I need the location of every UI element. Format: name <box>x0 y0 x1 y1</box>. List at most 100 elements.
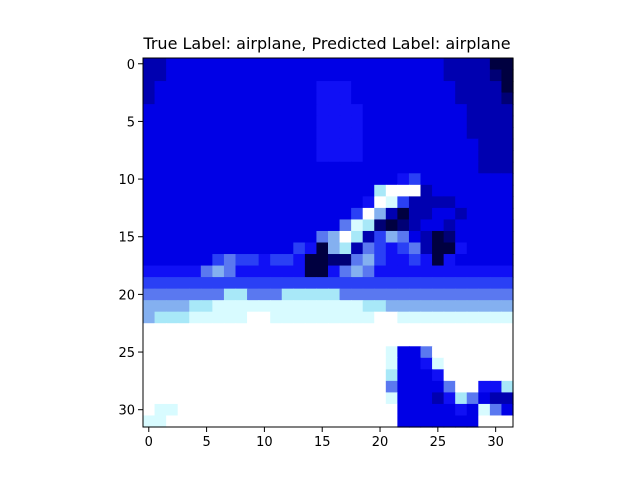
pixel-cell <box>432 161 445 174</box>
pixel-cell <box>466 392 479 405</box>
pixel-cell <box>293 380 306 394</box>
pixel-cell <box>408 58 422 71</box>
pixel-cell <box>270 403 283 417</box>
pixel-cell <box>258 265 271 278</box>
pixel-cell <box>455 288 468 301</box>
pixel-cell <box>304 150 318 163</box>
pixel-cell <box>304 184 318 197</box>
pixel-cell <box>166 392 179 405</box>
pixel-cell <box>304 323 318 336</box>
pixel-cell <box>212 380 225 394</box>
pixel-cell <box>293 242 306 255</box>
pixel-cell <box>258 207 271 221</box>
pixel-cell <box>212 196 225 209</box>
pixel-cell <box>432 92 445 105</box>
pixel-cell <box>351 369 364 382</box>
pixel-cell <box>408 104 422 117</box>
pixel-cell <box>258 311 271 324</box>
pixel-cell <box>235 81 248 94</box>
pixel-cell <box>154 242 167 255</box>
pixel-cell <box>200 207 213 221</box>
pixel-cell <box>270 346 283 359</box>
pixel-cell <box>143 254 156 267</box>
pixel-cell <box>478 161 491 174</box>
pixel-cell <box>247 161 260 174</box>
pixel-cell <box>316 265 329 278</box>
pixel-cell <box>455 150 468 163</box>
pixel-cell <box>466 230 479 244</box>
pixel-cell <box>408 69 422 82</box>
pixel-cell <box>362 265 375 278</box>
pixel-cell <box>166 242 179 255</box>
pixel-cell <box>443 346 456 359</box>
pixel-cell <box>189 138 202 151</box>
pixel-cell <box>235 184 248 197</box>
pixel-cell <box>247 69 260 82</box>
pixel-cell <box>189 403 202 417</box>
pixel-cell <box>247 277 260 290</box>
pixel-cell <box>200 380 213 394</box>
pixel-cell <box>501 219 514 232</box>
pixel-cell <box>328 81 341 94</box>
pixel-cell <box>385 380 398 394</box>
pixel-cell <box>212 58 225 71</box>
pixel-cell <box>408 184 422 197</box>
pixel-cell <box>408 265 422 278</box>
pixel-cell <box>374 357 387 370</box>
pixel-cell <box>385 92 398 105</box>
pixel-cell <box>200 58 213 71</box>
pixel-cell <box>270 288 283 301</box>
pixel-cell <box>258 392 271 405</box>
pixel-cell <box>351 300 364 313</box>
pixel-cell <box>247 138 260 151</box>
pixel-cell <box>397 58 410 71</box>
pixel-cell <box>374 92 387 105</box>
x-tick-label: 15 <box>314 435 331 450</box>
pixel-cell <box>189 207 202 221</box>
pixel-cell <box>351 288 364 301</box>
pixel-cell <box>247 58 260 71</box>
pixel-cell <box>339 58 352 71</box>
pixel-cell <box>408 127 422 140</box>
pixel-cell <box>281 288 294 301</box>
pixel-cell <box>293 265 306 278</box>
pixel-cell <box>455 380 468 394</box>
pixel-cell <box>478 219 491 232</box>
pixel-cell <box>420 288 433 301</box>
pixel-cell <box>339 265 352 278</box>
pixel-cell <box>247 81 260 94</box>
pixel-cell <box>281 392 294 405</box>
pixel-cell <box>189 127 202 140</box>
pixel-cell <box>304 346 318 359</box>
pixel-cell <box>143 81 156 94</box>
pixel-cell <box>362 104 375 117</box>
pixel-cell <box>328 207 341 221</box>
pixel-cell <box>478 104 491 117</box>
pixel-cell <box>270 323 283 336</box>
pixel-cell <box>466 150 479 163</box>
pixel-cell <box>235 230 248 244</box>
pixel-cell <box>189 392 202 405</box>
pixel-cell <box>362 115 375 128</box>
pixel-cell <box>397 254 410 267</box>
pixel-cell <box>489 369 503 382</box>
pixel-cell <box>420 161 433 174</box>
pixel-cell <box>397 150 410 163</box>
pixel-cell <box>293 277 306 290</box>
pixel-cell <box>258 380 271 394</box>
pixel-cell <box>455 357 468 370</box>
pixel-cell <box>223 380 237 394</box>
pixel-cell <box>478 311 491 324</box>
pixel-cell <box>247 219 260 232</box>
pixel-cell <box>189 277 202 290</box>
pixel-cell <box>316 334 329 347</box>
y-tick-label: 25 <box>118 346 135 361</box>
pixel-cell <box>189 150 202 163</box>
pixel-cell <box>235 58 248 71</box>
pixel-cell <box>212 161 225 174</box>
pixel-cell <box>351 207 364 221</box>
pixel-cell <box>223 265 237 278</box>
pixel-cell <box>143 69 156 82</box>
pixel-cell <box>397 92 410 105</box>
pixel-cell <box>351 150 364 163</box>
